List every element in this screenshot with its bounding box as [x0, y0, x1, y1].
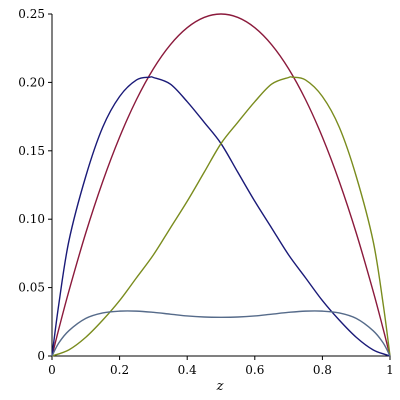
x-tick-label: 0.6: [245, 363, 264, 377]
x-tick-label: 0.4: [178, 363, 197, 377]
series-line-1: [51, 13, 391, 357]
x-tick-label: 1: [386, 363, 394, 377]
series-line-3: [51, 76, 391, 357]
x-tick-label: 0: [48, 363, 56, 377]
y-tick-label: 0.10: [18, 212, 45, 226]
axes: [51, 14, 390, 357]
x-tick-label: 0.2: [110, 363, 129, 377]
y-tick-label: 0.20: [18, 75, 45, 89]
y-tick-label: 0.15: [18, 144, 45, 158]
tick-labels: 0 0.2 0.4 0.6 0.8 1 0 0.05 0.10 0.15 0.20 0.25: [18, 7, 394, 377]
series-line-2: [51, 76, 391, 357]
tick-marks: [48, 13, 391, 360]
x-axis-label: z: [216, 379, 224, 394]
y-tick-label: 0.05: [18, 281, 45, 295]
x-tick-label: 0.8: [313, 363, 332, 377]
series-lines: [51, 13, 391, 357]
y-tick-label: 0.25: [18, 7, 45, 21]
series-line-4: [51, 310, 391, 357]
y-tick-label: 0: [37, 349, 45, 363]
